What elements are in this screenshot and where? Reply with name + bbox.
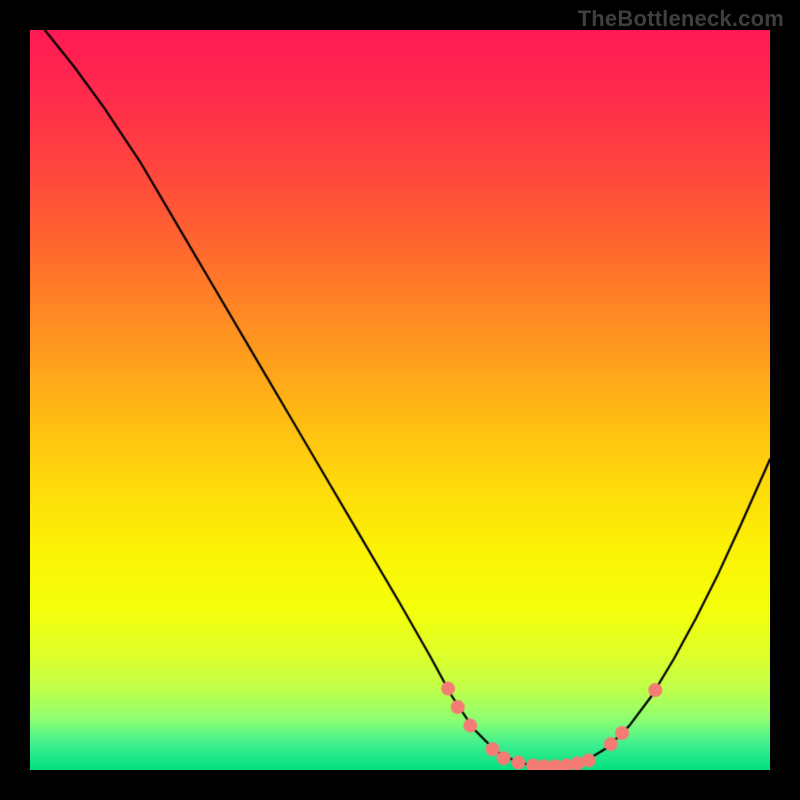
watermark-text: TheBottleneck.com (578, 6, 784, 32)
bottleneck-curve-chart (30, 30, 770, 770)
